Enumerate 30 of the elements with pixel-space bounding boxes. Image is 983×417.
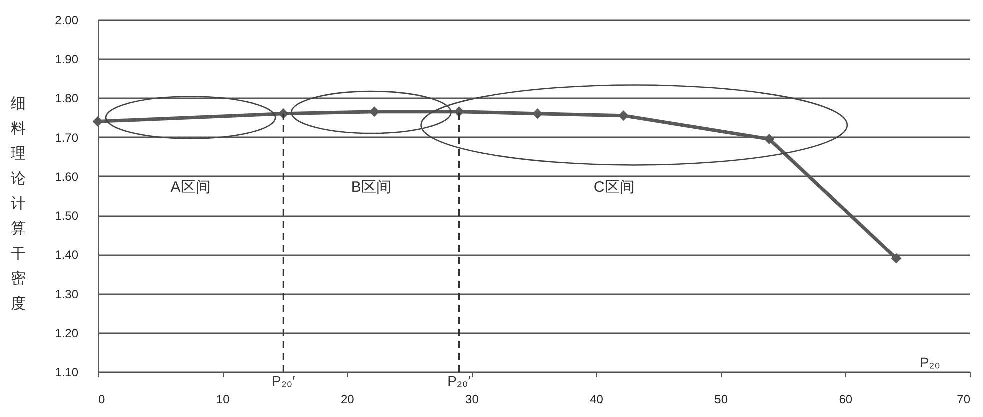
x-axis-title: P₂₀ — [920, 354, 941, 370]
ref-line-label: P₂₀′ — [448, 373, 472, 389]
point — [454, 106, 464, 118]
y-tick-label: 1.50 — [55, 209, 79, 224]
x-tick-label: 20 — [340, 392, 355, 406]
ref-line-label: P₂₀′ — [272, 373, 296, 389]
x-tick-label: 10 — [216, 392, 230, 406]
x-tick-label: 0 — [98, 392, 106, 406]
y-tick-label: 1.30 — [55, 287, 79, 302]
point — [764, 134, 775, 145]
y-tick-label: 1.70 — [55, 130, 79, 145]
x-tick-label: 70 — [957, 392, 971, 406]
x-tick-label: 60 — [839, 392, 853, 406]
x-tick-label: 50 — [714, 392, 728, 406]
annotation: B区间 — [351, 179, 392, 196]
x-tick-label: 30 — [466, 392, 480, 406]
y-tick-label: 1.60 — [55, 170, 79, 184]
y-tick-label: 1.90 — [55, 52, 79, 67]
point — [92, 116, 104, 127]
text: 细料理论计算干密度 — [11, 96, 26, 312]
point — [369, 106, 380, 118]
y-tick-label: 2.00 — [55, 14, 79, 28]
annotation: C区间 — [594, 179, 635, 196]
y-tick-label: 1.80 — [55, 92, 79, 106]
y-tick-label: 1.20 — [55, 326, 79, 340]
annotation: A区间 — [170, 179, 211, 196]
y-tick-label: 1.10 — [55, 366, 79, 380]
point — [891, 253, 902, 264]
x-tick-label: 40 — [590, 392, 604, 406]
y-tick-label: 1.40 — [55, 248, 79, 262]
